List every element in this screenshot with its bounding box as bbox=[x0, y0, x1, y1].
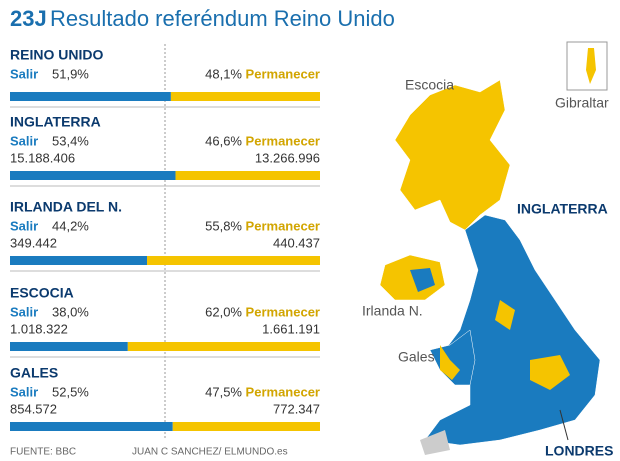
region-name: IRLANDA DEL N. bbox=[10, 199, 122, 215]
title: Resultado referéndum Reino Unido bbox=[50, 6, 395, 31]
ni-leave bbox=[410, 268, 435, 292]
northern-ireland bbox=[379, 254, 446, 301]
gibraltar bbox=[586, 48, 596, 84]
leave-label: Salir bbox=[10, 218, 38, 233]
leave-votes: 854.572 bbox=[10, 401, 57, 416]
map bbox=[379, 41, 608, 455]
map-label: INGLATERRA bbox=[517, 201, 608, 217]
leave-pct: 38,0% bbox=[52, 304, 89, 319]
leave-pct: 44,2% bbox=[52, 218, 89, 233]
leave-bar bbox=[10, 171, 176, 180]
remain-label: Permanecer bbox=[246, 384, 320, 399]
leave-votes: 1.018.322 bbox=[10, 321, 68, 336]
remain-pct: 47,5% bbox=[205, 384, 242, 399]
region-name: INGLATERRA bbox=[10, 114, 101, 130]
remain-bar bbox=[127, 342, 320, 351]
region-name: GALES bbox=[10, 365, 58, 381]
map-label: Escocia bbox=[405, 77, 454, 93]
leave-label: Salir bbox=[10, 384, 38, 399]
leave-votes: 15.188.406 bbox=[10, 150, 75, 165]
remain-pct: 48,1% bbox=[205, 66, 242, 81]
title-tag: 23J bbox=[10, 6, 47, 31]
map-label: LONDRES bbox=[545, 443, 613, 459]
leave-pct: 53,4% bbox=[52, 133, 89, 148]
region-name: REINO UNIDO bbox=[10, 47, 103, 63]
remain-bar bbox=[172, 422, 320, 431]
leave-pct: 51,9% bbox=[52, 66, 89, 81]
london-pointer bbox=[559, 409, 569, 441]
remain-pct: 62,0% bbox=[205, 304, 242, 319]
remain-pct: 55,8% bbox=[205, 218, 242, 233]
remain-label: Permanecer bbox=[246, 133, 320, 148]
remain-areas bbox=[440, 300, 570, 390]
remain-bar bbox=[170, 92, 320, 101]
map-label: Gales bbox=[398, 349, 435, 365]
scotland bbox=[394, 79, 511, 231]
remain-votes: 1.661.191 bbox=[262, 321, 320, 336]
credit: JUAN C SANCHEZ/ ELMUNDO.es bbox=[132, 447, 288, 458]
region-name: ESCOCIA bbox=[10, 285, 74, 301]
remain-label: Permanecer bbox=[246, 66, 320, 81]
wales bbox=[429, 329, 476, 386]
remain-bar bbox=[147, 256, 320, 265]
remain-bar bbox=[175, 171, 320, 180]
leave-label: Salir bbox=[10, 304, 38, 319]
leave-bar bbox=[10, 422, 173, 431]
remain-pct: 46,6% bbox=[205, 133, 242, 148]
remain-label: Permanecer bbox=[246, 218, 320, 233]
england bbox=[424, 214, 601, 446]
remain-label: Permanecer bbox=[246, 304, 320, 319]
source: FUENTE: BBC bbox=[10, 447, 76, 458]
map-label: Irlanda N. bbox=[362, 303, 423, 319]
remain-votes: 772.347 bbox=[273, 401, 320, 416]
leave-label: Salir bbox=[10, 133, 38, 148]
leave-bar bbox=[10, 92, 171, 101]
leave-bar bbox=[10, 342, 128, 351]
map-label: Gibraltar bbox=[555, 95, 609, 111]
remain-votes: 13.266.996 bbox=[255, 150, 320, 165]
cornwall bbox=[420, 430, 450, 455]
leave-pct: 52,5% bbox=[52, 384, 89, 399]
leave-label: Salir bbox=[10, 66, 38, 81]
leave-votes: 349.442 bbox=[10, 235, 57, 250]
leave-bar bbox=[10, 256, 148, 265]
remain-votes: 440.437 bbox=[273, 235, 320, 250]
